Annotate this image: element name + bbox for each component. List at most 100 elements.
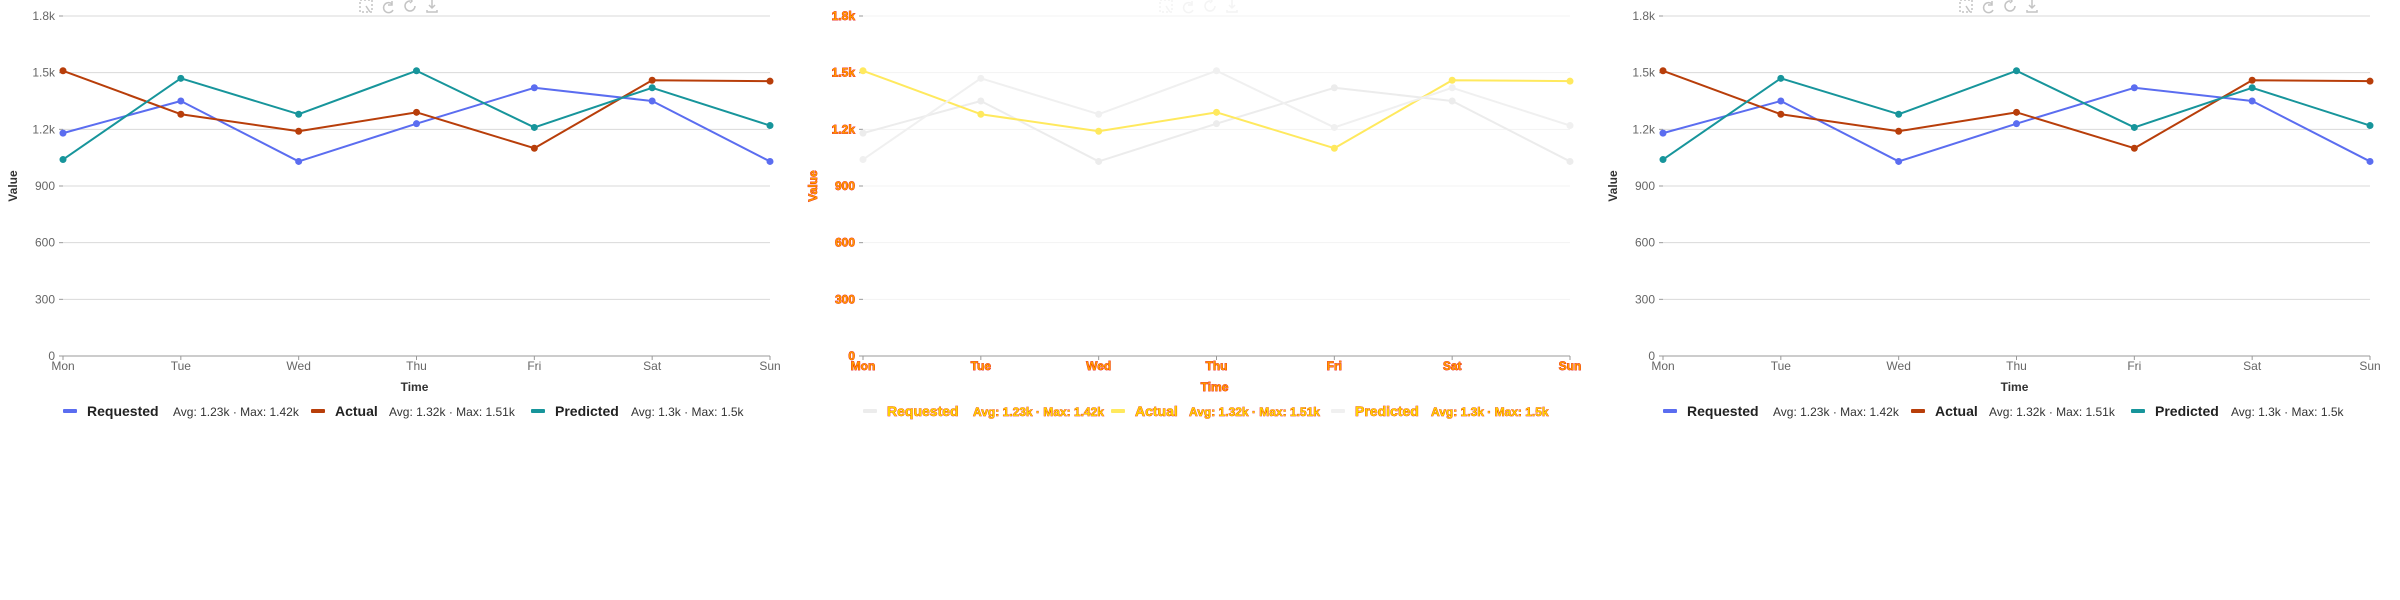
data-point-predicted[interactable] [2366, 122, 2374, 130]
data-point-requested[interactable] [648, 97, 656, 105]
data-point-actual[interactable] [766, 77, 774, 85]
data-point-actual[interactable] [177, 110, 185, 118]
data-point-predicted[interactable] [1659, 156, 1667, 164]
data-point-requested[interactable] [2366, 157, 2374, 165]
data-point-predicted[interactable] [1777, 74, 1785, 82]
data-point-requested[interactable] [295, 157, 303, 165]
data-point-predicted[interactable] [1448, 84, 1456, 92]
y-tick-label: 1.5k [32, 66, 56, 80]
data-point-requested[interactable] [1213, 120, 1220, 128]
legend-item-predicted[interactable]: Predicted Avg: 1.3k · Max: 1.5k [531, 403, 744, 419]
legend-item-predicted[interactable]: Predicted Avg: 1.3k · Max: 1.5k [1331, 403, 1549, 419]
data-point-requested[interactable] [977, 97, 985, 105]
y-tick-label: 900 [1635, 179, 1655, 193]
data-point-requested[interactable] [2013, 120, 2020, 128]
zoom-select-icon[interactable] [359, 0, 373, 13]
data-point-predicted[interactable] [59, 156, 67, 164]
legend-item-actual[interactable]: Actual Avg: 1.32k · Max: 1.51k [1111, 403, 1321, 419]
legend-item-requested[interactable]: Requested Avg: 1.23k · Max: 1.42k [863, 403, 1105, 419]
data-point-predicted[interactable] [2130, 123, 2138, 131]
legend-series-name: Actual [1935, 403, 1978, 419]
data-point-predicted[interactable] [648, 84, 656, 92]
legend-item-requested[interactable]: Requested Avg: 1.23k · Max: 1.42k [63, 403, 300, 419]
data-point-requested[interactable] [1777, 97, 1785, 105]
data-point-actual[interactable] [2013, 108, 2020, 116]
undo-icon[interactable] [382, 1, 394, 14]
data-point-requested[interactable] [859, 129, 867, 137]
data-point-actual[interactable] [1777, 110, 1785, 118]
legend-series-name: Actual [335, 403, 378, 419]
data-point-requested[interactable] [1895, 157, 1903, 165]
chart-legend: Requested Avg: 1.23k · Max: 1.42k Actual Av… [863, 403, 1549, 419]
y-tick-label: 1.8k [832, 9, 856, 23]
undo-icon[interactable] [1182, 1, 1194, 14]
data-point-actual[interactable] [1448, 76, 1456, 84]
x-tick-label: Mon [51, 359, 74, 373]
y-tick-label: 1.8k [32, 9, 56, 23]
data-point-actual[interactable] [1095, 127, 1103, 135]
data-point-predicted[interactable] [977, 74, 985, 82]
data-point-predicted[interactable] [1213, 67, 1220, 75]
chart-toolbar [1159, 0, 1238, 14]
data-point-predicted[interactable] [2248, 84, 2256, 92]
data-point-predicted[interactable] [413, 67, 420, 75]
data-point-requested[interactable] [766, 157, 774, 165]
legend-series-stats: Avg: 1.32k · Max: 1.51k [389, 405, 516, 419]
data-point-actual[interactable] [1213, 108, 1220, 116]
data-point-actual[interactable] [2130, 144, 2138, 152]
download-icon[interactable] [426, 0, 438, 13]
data-point-requested[interactable] [530, 84, 538, 92]
data-point-predicted[interactable] [1895, 110, 1903, 118]
legend-item-predicted[interactable]: Predicted Avg: 1.3k · Max: 1.5k [2131, 403, 2344, 419]
legend-item-actual[interactable]: Actual Avg: 1.32k · Max: 1.51k [1911, 403, 2116, 419]
data-point-actual[interactable] [59, 67, 67, 75]
data-point-predicted[interactable] [177, 74, 185, 82]
legend-swatch [1331, 409, 1345, 413]
download-icon[interactable] [2026, 0, 2038, 13]
reset-icon[interactable] [2004, 0, 2016, 12]
data-point-predicted[interactable] [2013, 67, 2020, 75]
data-point-actual[interactable] [2248, 76, 2256, 84]
data-point-requested[interactable] [1330, 84, 1338, 92]
data-point-requested[interactable] [1659, 129, 1667, 137]
undo-icon[interactable] [1982, 1, 1994, 14]
data-point-actual[interactable] [413, 108, 420, 116]
zoom-select-icon[interactable] [1159, 0, 1173, 13]
legend-item-requested[interactable]: Requested Avg: 1.23k · Max: 1.42k [1663, 403, 1900, 419]
data-point-predicted[interactable] [859, 156, 867, 164]
data-point-actual[interactable] [530, 144, 538, 152]
zoom-select-icon[interactable] [1959, 0, 1973, 13]
data-point-actual[interactable] [977, 110, 985, 118]
data-point-requested[interactable] [177, 97, 185, 105]
reset-icon[interactable] [404, 0, 416, 12]
download-icon[interactable] [1226, 0, 1238, 13]
data-point-predicted[interactable] [1330, 123, 1338, 131]
data-point-actual[interactable] [295, 127, 303, 135]
x-axis-title: Time [1201, 380, 1229, 394]
data-point-actual[interactable] [1895, 127, 1903, 135]
data-point-predicted[interactable] [766, 122, 774, 130]
x-tick-label: Tue [971, 359, 992, 373]
legend-series-stats: Avg: 1.32k · Max: 1.51k [1989, 405, 2116, 419]
y-tick-label: 1.2k [832, 122, 856, 136]
reset-icon[interactable] [1204, 0, 1216, 12]
data-point-actual[interactable] [648, 76, 656, 84]
data-point-requested[interactable] [2130, 84, 2138, 92]
data-point-requested[interactable] [59, 129, 67, 137]
data-point-actual[interactable] [1659, 67, 1667, 75]
data-point-requested[interactable] [1566, 157, 1574, 165]
legend-item-actual[interactable]: Actual Avg: 1.32k · Max: 1.51k [311, 403, 516, 419]
data-point-requested[interactable] [2248, 97, 2256, 105]
data-point-predicted[interactable] [1566, 122, 1574, 130]
data-point-requested[interactable] [413, 120, 420, 128]
y-axis-title: Value [1606, 170, 1620, 202]
data-point-actual[interactable] [1566, 77, 1574, 85]
data-point-requested[interactable] [1095, 157, 1103, 165]
data-point-requested[interactable] [1448, 97, 1456, 105]
data-point-actual[interactable] [1330, 144, 1338, 152]
data-point-predicted[interactable] [1095, 110, 1103, 118]
data-point-actual[interactable] [2366, 77, 2374, 85]
data-point-predicted[interactable] [295, 110, 303, 118]
data-point-actual[interactable] [859, 67, 867, 75]
data-point-predicted[interactable] [530, 123, 538, 131]
